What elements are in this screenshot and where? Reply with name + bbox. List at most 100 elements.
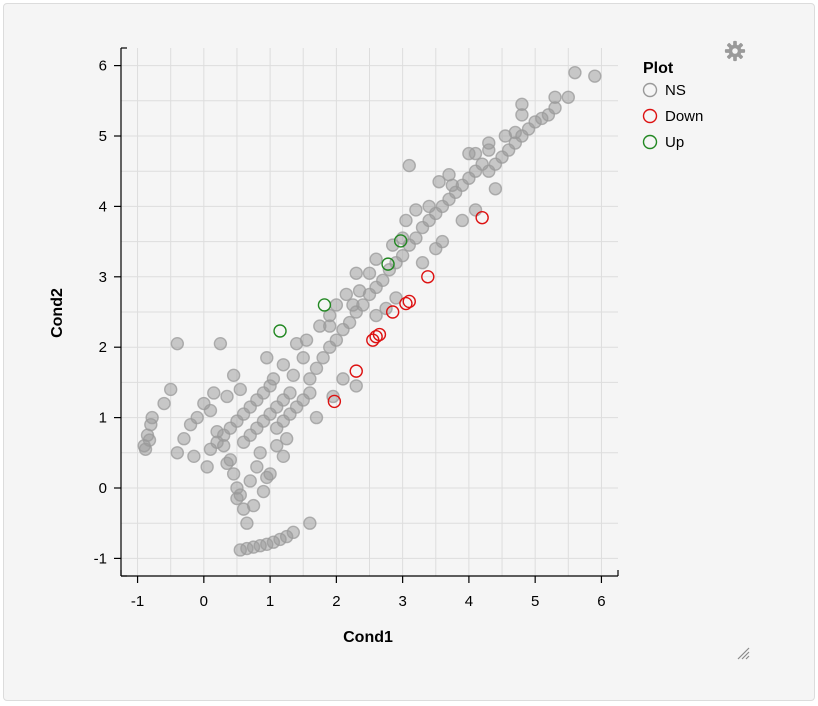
data-point-ns[interactable] [299, 333, 314, 347]
data-point-ns[interactable] [409, 231, 423, 245]
data-point-ns[interactable] [369, 308, 383, 323]
data-point-ns[interactable] [303, 516, 317, 530]
data-point-ns[interactable] [326, 389, 340, 404]
data-point-ns[interactable] [243, 474, 257, 488]
data-point-ns[interactable] [266, 372, 281, 386]
data-point-ns[interactable] [286, 525, 300, 540]
data-point-down[interactable] [349, 364, 363, 378]
data-point-ns[interactable] [336, 372, 350, 386]
data-point-ns[interactable] [415, 256, 430, 270]
data-point-ns[interactable] [187, 449, 201, 464]
data-point-ns[interactable] [163, 382, 178, 397]
data-point-down[interactable] [327, 394, 342, 409]
data-point-ns[interactable] [145, 410, 159, 425]
y-tick-label: 3 [99, 269, 107, 286]
data-point-ns[interactable] [482, 136, 496, 150]
data-point-ns[interactable] [399, 213, 413, 228]
data-point-ns[interactable] [356, 298, 370, 312]
gear-icon[interactable] [724, 40, 746, 62]
data-point-ns[interactable] [197, 396, 211, 411]
data-point-ns[interactable] [226, 467, 241, 481]
data-point-ns[interactable] [170, 446, 185, 460]
resize-handle-icon[interactable] [736, 646, 750, 660]
data-point-down[interactable] [399, 296, 413, 311]
data-point-ns[interactable] [296, 351, 310, 365]
data-point-up[interactable] [381, 257, 395, 271]
data-point-ns[interactable] [233, 382, 247, 397]
data-point-down[interactable] [385, 305, 400, 319]
legend-label-ns[interactable]: NS [665, 82, 686, 99]
data-point-ns[interactable] [561, 90, 575, 104]
data-point-ns[interactable] [468, 203, 483, 217]
data-point-ns[interactable] [362, 266, 377, 280]
data-point-ns[interactable] [352, 284, 367, 298]
data-point-ns[interactable] [309, 361, 324, 376]
data-point-ns[interactable] [303, 372, 317, 386]
data-point-ns[interactable] [389, 291, 403, 305]
data-point-down[interactable] [372, 327, 387, 342]
data-point-ns[interactable] [488, 182, 503, 196]
data-point-ns[interactable] [409, 203, 423, 217]
data-point-up[interactable] [317, 298, 332, 312]
data-point-ns[interactable] [220, 456, 234, 471]
data-point-ns[interactable] [286, 368, 300, 383]
data-point-ns[interactable] [395, 248, 410, 263]
y-tick-label: 4 [99, 198, 107, 215]
data-point-ns[interactable] [230, 491, 244, 506]
data-point-ns[interactable] [207, 386, 221, 400]
data-point-ns[interactable] [435, 234, 450, 249]
data-point-ns[interactable] [270, 439, 284, 453]
legend-label-up[interactable]: Up [665, 134, 684, 151]
data-point-ns[interactable] [568, 65, 582, 80]
data-point-ns[interactable] [432, 175, 446, 189]
data-point-ns[interactable] [250, 460, 264, 474]
data-point-ns[interactable] [462, 146, 476, 161]
data-point-ns[interactable] [220, 389, 234, 404]
data-point-ns[interactable] [376, 273, 390, 288]
data-point-ns[interactable] [260, 351, 274, 365]
data-point-ns[interactable] [276, 358, 291, 372]
data-point-ns[interactable] [442, 168, 456, 182]
data-point-ns[interactable] [226, 368, 241, 383]
data-point-ns[interactable] [402, 158, 416, 173]
data-point-ns[interactable] [342, 315, 357, 330]
data-point-ns[interactable] [548, 90, 562, 104]
data-point-ns[interactable] [256, 484, 271, 499]
data-point-down[interactable] [475, 210, 489, 225]
data-point-ns[interactable] [455, 213, 469, 228]
data-point-ns[interactable] [200, 460, 214, 474]
data-point-ns[interactable] [142, 433, 157, 447]
data-point-ns[interactable] [329, 333, 344, 347]
data-point-ns[interactable] [385, 238, 400, 252]
data-point-ns[interactable] [323, 319, 337, 333]
data-point-ns[interactable] [588, 69, 602, 83]
data-point-ns[interactable] [170, 336, 185, 351]
data-point-down[interactable] [421, 270, 435, 284]
data-point-ns[interactable] [213, 336, 228, 351]
data-point-down[interactable] [369, 329, 383, 344]
data-point-ns[interactable] [246, 498, 261, 513]
data-point-ns[interactable] [316, 351, 330, 365]
data-point-ns[interactable] [260, 470, 274, 485]
data-point-ns[interactable] [369, 252, 383, 266]
data-point-ns[interactable] [339, 287, 354, 302]
data-point-ns[interactable] [515, 97, 529, 112]
data-point-ns[interactable] [349, 379, 363, 393]
data-point-ns[interactable] [303, 386, 317, 400]
data-point-ns[interactable] [253, 446, 267, 460]
legend-label-down[interactable]: Down [665, 108, 703, 125]
data-point-ns[interactable] [157, 396, 171, 411]
data-point-up[interactable] [393, 234, 408, 248]
data-point-ns[interactable] [240, 516, 254, 530]
data-point-down[interactable] [402, 294, 416, 309]
data-point-ns[interactable] [349, 266, 363, 280]
data-point-ns[interactable] [309, 410, 324, 425]
data-point-ns[interactable] [279, 432, 294, 446]
data-point-ns[interactable] [276, 449, 291, 464]
data-point-up[interactable] [273, 324, 287, 338]
data-point-ns[interactable] [190, 410, 204, 425]
data-point-ns[interactable] [379, 301, 393, 316]
data-point-ns[interactable] [329, 298, 344, 312]
data-point-ns[interactable] [177, 432, 191, 446]
data-point-ns[interactable] [283, 386, 297, 400]
